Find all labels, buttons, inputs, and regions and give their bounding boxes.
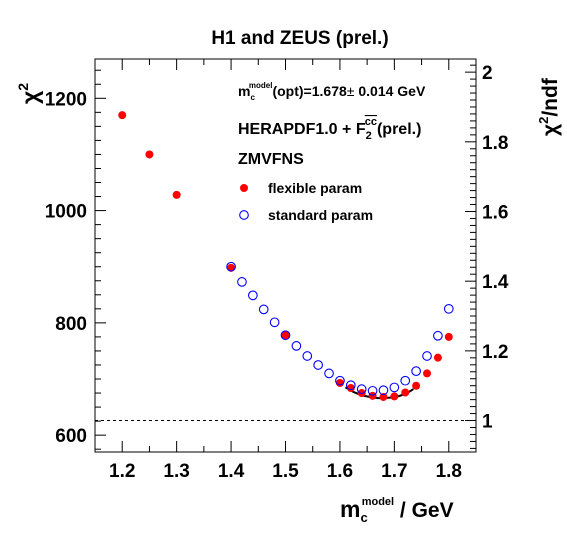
standard-param-point <box>356 384 367 394</box>
y-tick-label-left: 800 <box>55 314 87 335</box>
standard-param-point <box>422 351 432 361</box>
standard-param-point <box>226 261 236 272</box>
legend-label-standard: standard param <box>268 207 373 223</box>
legend-marker-standard <box>239 210 249 220</box>
x-axis-title: mcmodel / GeV <box>340 496 454 525</box>
flexible-param-point <box>412 381 421 390</box>
y-tick-label-right: 1 <box>482 412 493 433</box>
flexible-param-point <box>390 392 399 401</box>
x-tick-label: 1.8 <box>436 461 462 482</box>
flexible-param-point <box>281 331 290 340</box>
chart-title: H1 and ZEUS (prel.) <box>211 28 388 49</box>
x-tick-label: 1.4 <box>218 461 245 482</box>
flexible-param-point <box>423 369 432 378</box>
y-tick-label-left: 600 <box>55 426 87 447</box>
y-tick-label-right: 1.4 <box>482 272 509 293</box>
standard-param-point <box>247 290 258 301</box>
y-tick-label-left: 1200 <box>45 89 87 110</box>
pdf-annotation: HERAPDF1.0 + F2cc(prel.) <box>238 116 421 142</box>
standard-param-point <box>443 303 454 314</box>
flexible-param-point <box>379 392 388 401</box>
y-tick-label-right: 1.8 <box>482 133 508 154</box>
standard-param-point <box>389 382 400 393</box>
flexible-param-point <box>227 263 236 272</box>
standard-param-point <box>335 375 345 386</box>
flexible-param-point <box>368 391 377 400</box>
standard-param-point <box>345 380 356 391</box>
flexible-param-point <box>401 388 410 397</box>
legend-marker-flexible <box>240 184 248 192</box>
flexible-param-point <box>433 353 442 362</box>
axis-tick-labels: 1.2 1.3 1.4 1.5 1.6 1.7 1.8 600 800 1000 1200 1 1.2 1… <box>45 63 509 482</box>
y-axis-title-left: χ2 <box>15 83 43 104</box>
standard-param-point <box>269 317 280 328</box>
y-axis-title-right: χ2/ndf <box>536 77 562 136</box>
standard-param-point <box>400 375 411 386</box>
x-tick-label: 1.5 <box>272 461 299 482</box>
x-tick-label: 1.7 <box>381 461 407 482</box>
standard-param-point <box>237 277 247 287</box>
standard-param-point <box>291 341 302 351</box>
legend: flexible param standard param <box>239 180 373 223</box>
flexible-param-point <box>145 150 154 159</box>
standard-param-point <box>433 330 443 341</box>
standard-param-point <box>313 360 324 370</box>
fit-result-annotation: mcmodel(opt)=1.678± 0.014 GeV <box>238 81 426 102</box>
standard-param-point <box>302 351 313 361</box>
standard-param-point <box>324 368 334 379</box>
x-tick-label: 1.3 <box>163 461 189 482</box>
flexible-param-point <box>172 190 181 199</box>
axis-ticks <box>94 59 477 452</box>
y-tick-label-right: 2 <box>482 63 493 84</box>
flexible-param-point <box>444 332 453 341</box>
scheme-annotation: ZMVFNS <box>238 151 304 168</box>
standard-param-point <box>280 330 291 341</box>
y-tick-label-left: 1000 <box>45 202 87 223</box>
standard-param-point <box>378 385 389 396</box>
legend-label-flexible: flexible param <box>268 180 362 196</box>
standard-param-point <box>367 385 378 396</box>
y-tick-label-right: 1.6 <box>482 202 508 223</box>
data-points <box>118 111 454 401</box>
flexible-param-point <box>335 378 344 387</box>
standard-param-point <box>411 366 421 377</box>
x-tick-label: 1.2 <box>109 461 135 482</box>
flexible-param-point <box>346 383 355 392</box>
x-tick-label: 1.6 <box>327 461 353 482</box>
y-tick-label-right: 1.2 <box>482 342 508 363</box>
standard-param-point <box>258 304 269 315</box>
flexible-param-point <box>118 111 127 120</box>
